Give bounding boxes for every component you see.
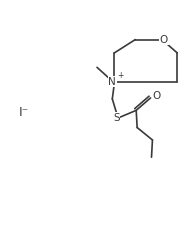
- Text: N: N: [108, 77, 116, 87]
- Text: +: +: [117, 72, 123, 80]
- Text: S: S: [113, 113, 120, 123]
- Text: O: O: [160, 35, 168, 45]
- Text: O: O: [152, 91, 161, 101]
- Text: I⁻: I⁻: [18, 106, 29, 119]
